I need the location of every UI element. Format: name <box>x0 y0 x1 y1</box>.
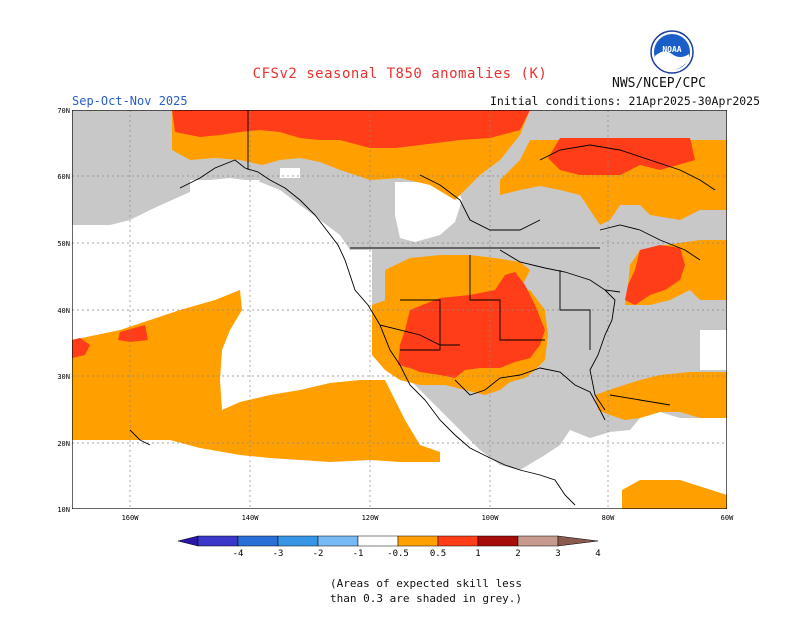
colorbar-tick-label: -1 <box>353 549 364 559</box>
lat-axis-labels: 70N 60N 50N 40N 30N 20N 10N <box>57 107 70 514</box>
colorbar: -4 -3 -2 -1 -0.5 0.5 1 2 3 4 <box>177 535 601 559</box>
white-area-small <box>280 168 300 178</box>
lon-label: 60W <box>721 514 734 522</box>
colorbar-swatch <box>437 535 479 547</box>
initial-conditions-label: Initial conditions: 21Apr2025-30Apr2025 <box>490 94 761 108</box>
lat-label: 40N <box>57 307 70 315</box>
colorbar-swatch <box>397 535 439 547</box>
colorbar-tick-label: 3 <box>555 549 560 559</box>
lat-label: 50N <box>57 240 70 248</box>
colorbar-swatch <box>237 535 279 547</box>
colorbar-tick-label: -2 <box>313 549 324 559</box>
colorbar-swatch <box>197 535 239 547</box>
lat-lon-grid <box>72 110 727 509</box>
white-area-alaska <box>190 180 260 232</box>
noaa-logo-icon: NOAA <box>650 30 694 74</box>
coastlines <box>129 110 716 506</box>
colorbar-arrow-left <box>177 535 199 547</box>
skill-note-line: than 0.3 are shaded in grey.) <box>330 592 523 605</box>
colorbar-swatch <box>317 535 359 547</box>
colorbar-tick-label: 2 <box>515 549 520 559</box>
lon-label: 80W <box>602 514 615 522</box>
colorbar-tick-label: 1 <box>475 549 480 559</box>
lat-label: 30N <box>57 373 70 381</box>
colorbar-swatch <box>357 535 399 547</box>
lat-label: 70N <box>57 107 70 115</box>
lon-label: 160W <box>122 514 140 522</box>
skill-note-line: (Areas of expected skill less <box>330 577 523 590</box>
red-anomaly-area <box>72 110 695 378</box>
colorbar-tick-label: 0.5 <box>430 549 446 559</box>
colorbar-tick-label: -0.5 <box>387 549 409 559</box>
skill-note: (Areas of expected skill less than 0.3 a… <box>330 576 530 606</box>
agency-label: NWS/NCEP/CPC <box>612 76 706 91</box>
colorbar-swatch <box>277 535 319 547</box>
lon-axis-labels: 160W 140W 120W 100W 80W 60W <box>122 514 735 522</box>
colorbar-tick-label: -4 <box>233 549 244 559</box>
lon-label: 100W <box>482 514 500 522</box>
colorbar-tick-label: -3 <box>273 549 284 559</box>
season-label: Sep-Oct-Nov 2025 <box>72 94 188 108</box>
colorbar-arrow-right <box>557 535 599 547</box>
lat-label: 20N <box>57 440 70 448</box>
logo-text: NOAA <box>662 45 681 54</box>
lon-label: 120W <box>362 514 380 522</box>
white-area-canada <box>395 182 462 242</box>
colorbar-swatch <box>517 535 559 547</box>
map-title: CFSv2 seasonal T850 anomalies (K) <box>252 66 548 82</box>
lat-label: 60N <box>57 173 70 181</box>
lon-label: 140W <box>242 514 260 522</box>
colorbar-tick-label: 4 <box>595 549 600 559</box>
colorbar-swatch <box>477 535 519 547</box>
lat-label: 10N <box>57 506 70 514</box>
